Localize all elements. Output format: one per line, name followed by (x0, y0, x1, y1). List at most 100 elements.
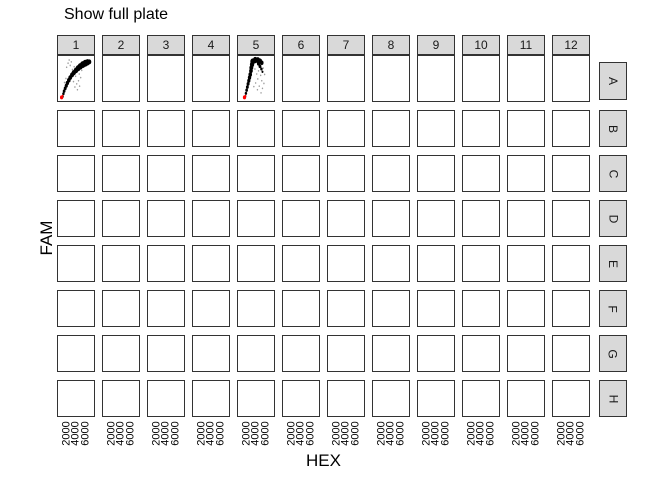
well-G2 (102, 335, 140, 372)
row-strip-label: C (605, 169, 620, 178)
well-A11 (507, 55, 545, 102)
droplet-point (76, 88, 79, 91)
column-strip-label: 8 (387, 38, 395, 52)
droplet-point (245, 88, 248, 92)
droplet-point (245, 85, 249, 89)
well-D1 (57, 200, 95, 237)
droplet-point (74, 86, 76, 88)
well-B6 (282, 110, 320, 147)
well-G11 (507, 335, 545, 372)
well-B7 (327, 110, 365, 147)
row-strip-D: D (599, 200, 627, 237)
well-E3 (147, 245, 185, 282)
droplet-point (262, 67, 264, 70)
column-strip-label: 5 (252, 38, 260, 52)
well-E9 (417, 245, 455, 282)
well-H5 (237, 380, 275, 417)
well-F3 (147, 290, 185, 327)
droplet-point (81, 69, 83, 72)
well-B3 (147, 110, 185, 147)
droplet-point (253, 85, 255, 88)
droplet-point (254, 82, 257, 84)
x-tick-label-col11: 6000 (529, 421, 541, 446)
well-A10 (462, 55, 500, 102)
well-G7 (327, 335, 365, 372)
column-strip-7: 7 (327, 35, 365, 55)
well-E1 (57, 245, 95, 282)
well-H12 (552, 380, 590, 417)
x-tick-label-col1: 6000 (79, 421, 91, 446)
well-G1 (57, 335, 95, 372)
row-strip-H: H (599, 380, 627, 417)
well-C9 (417, 155, 455, 192)
well-F7 (327, 290, 365, 327)
droplet-point (63, 81, 66, 84)
well-C11 (507, 155, 545, 192)
column-strip-label: 2 (117, 38, 125, 52)
droplet-point (72, 80, 75, 83)
well-B12 (552, 110, 590, 147)
well-G5 (237, 335, 275, 372)
x-tick-label-col9: 6000 (439, 421, 451, 446)
x-tick-label-col10: 6000 (484, 421, 496, 446)
droplet-point (244, 94, 247, 97)
well-B8 (372, 110, 410, 147)
x-tick-label-col3: 6000 (169, 421, 181, 446)
well-D3 (147, 200, 185, 237)
row-strip-label: G (606, 348, 620, 359)
well-E11 (507, 245, 545, 282)
droplet-point (258, 85, 260, 88)
row-strip-label: B (605, 124, 620, 133)
well-D8 (372, 200, 410, 237)
well-A9 (417, 55, 455, 102)
column-strip-label: 10 (474, 38, 488, 52)
well-C12 (552, 155, 590, 192)
droplet-point (78, 85, 81, 88)
droplet-point (65, 77, 67, 80)
well-D2 (102, 200, 140, 237)
well-E10 (462, 245, 500, 282)
well-F8 (372, 290, 410, 327)
well-D7 (327, 200, 365, 237)
column-strip-label: 7 (342, 38, 350, 52)
column-strip-label: 11 (519, 38, 533, 52)
well-E12 (552, 245, 590, 282)
column-strip-label: 1 (72, 38, 80, 52)
x-tick-label-col12: 6000 (574, 421, 586, 446)
droplet-point (257, 78, 259, 80)
well-F1 (57, 290, 95, 327)
droplet-point (257, 69, 260, 72)
well-E5 (237, 245, 275, 282)
well-H4 (192, 380, 230, 417)
well-C6 (282, 155, 320, 192)
droplet-point (258, 64, 262, 69)
row-strip-label: D (605, 214, 620, 223)
row-strip-C: C (599, 155, 627, 192)
droplet-point (260, 92, 262, 94)
well-C4 (192, 155, 230, 192)
well-A1 (57, 55, 95, 102)
well-C8 (372, 155, 410, 192)
droplet-point (244, 91, 248, 95)
row-strip-label: H (605, 394, 620, 403)
column-strip-9: 9 (417, 35, 455, 55)
row-strip-label: E (605, 259, 620, 268)
x-tick-label-col7: 6000 (349, 421, 361, 446)
well-D5 (237, 200, 275, 237)
well-F4 (192, 290, 230, 327)
well-G8 (372, 335, 410, 372)
column-strip-1: 1 (57, 35, 95, 55)
well-A3 (147, 55, 185, 102)
column-strip-label: 6 (297, 38, 305, 52)
x-tick-label-col5: 6000 (259, 421, 271, 446)
well-H9 (417, 380, 455, 417)
droplet-point (62, 89, 66, 93)
well-scatter-A1 (59, 59, 92, 100)
well-D4 (192, 200, 230, 237)
column-strip-12: 12 (552, 35, 590, 55)
x-tick-label-col2: 6000 (124, 421, 136, 446)
well-H6 (282, 380, 320, 417)
droplet-point (77, 79, 80, 82)
well-E7 (327, 245, 365, 282)
